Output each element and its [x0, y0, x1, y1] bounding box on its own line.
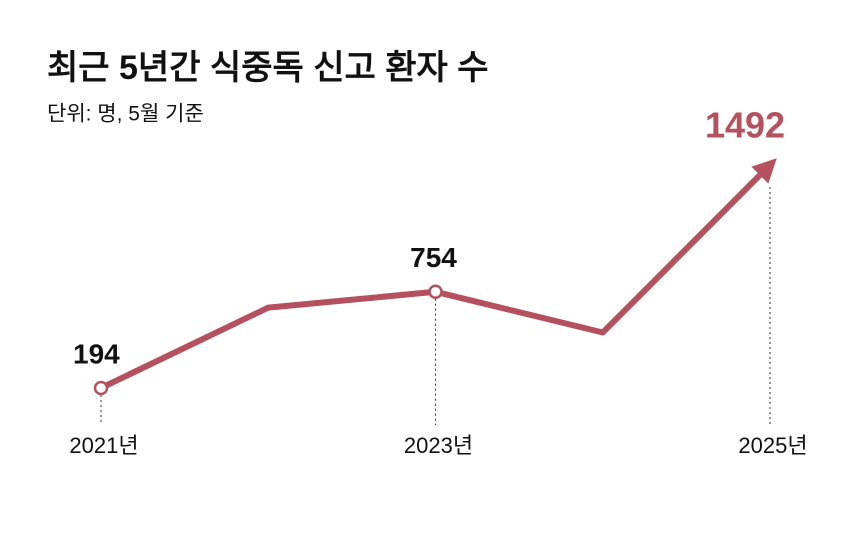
x-tick-label: 2025년	[738, 433, 807, 458]
data-label: 194	[73, 338, 120, 369]
chart-title: 최근 5년간 식중독 신고 환자 수	[47, 49, 489, 87]
x-tick-label: 2021년	[69, 433, 138, 458]
data-point	[93, 380, 109, 396]
data-label: 754	[410, 242, 457, 273]
x-tick-label: 2023년	[404, 433, 473, 458]
data-label: 1492	[705, 105, 785, 146]
data-point	[428, 284, 443, 300]
chart-subtitle: 단위: 명, 5월 기준	[47, 103, 204, 126]
